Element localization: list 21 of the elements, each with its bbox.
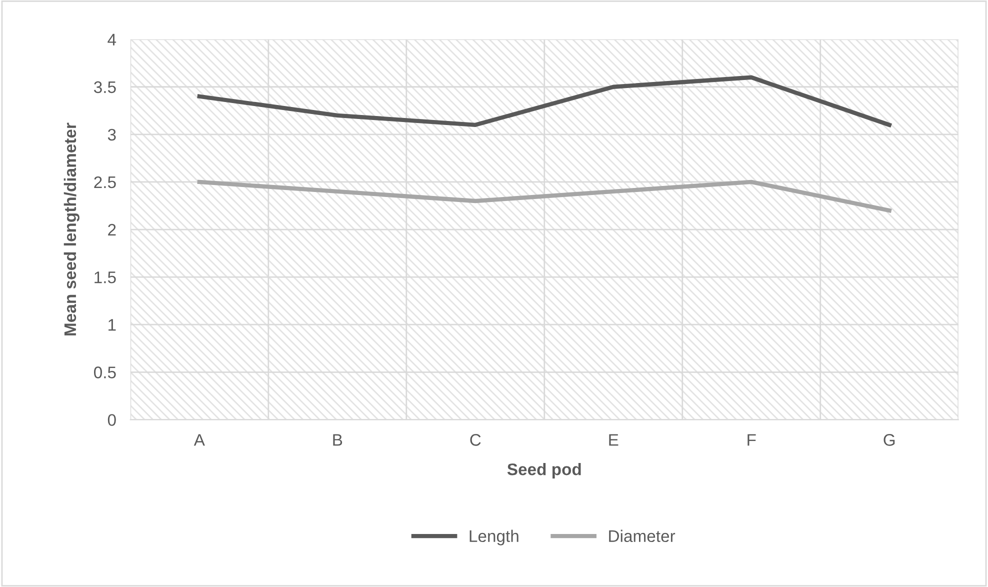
x-tick-label: A	[194, 434, 205, 446]
y-tick-label: 1	[108, 319, 116, 331]
x-axis-title: Seed pod	[507, 463, 581, 479]
line-series	[197, 180, 892, 213]
x-tick-label: E	[609, 434, 618, 446]
y-tick-label: 2	[108, 224, 116, 236]
legend-label: Diameter	[609, 530, 676, 542]
x-tick-label: B	[333, 434, 342, 446]
y-tick-label: 3.5	[94, 81, 116, 94]
y-tick-label: 4	[108, 34, 116, 46]
y-tick-label: 0	[108, 414, 116, 426]
y-tick-label: 1.5	[94, 272, 116, 284]
y-axis-title: Mean seed length/diameter	[64, 122, 80, 336]
line-series	[197, 75, 892, 127]
x-tick-label: C	[470, 434, 481, 446]
y-tick-label: 0.5	[94, 366, 116, 378]
y-tick-label: 2.5	[94, 176, 116, 188]
legend-label: Length	[470, 530, 518, 546]
y-tick-label: 3	[108, 128, 116, 141]
x-tick-label: F	[748, 434, 756, 446]
x-tick-label: G	[884, 434, 895, 446]
